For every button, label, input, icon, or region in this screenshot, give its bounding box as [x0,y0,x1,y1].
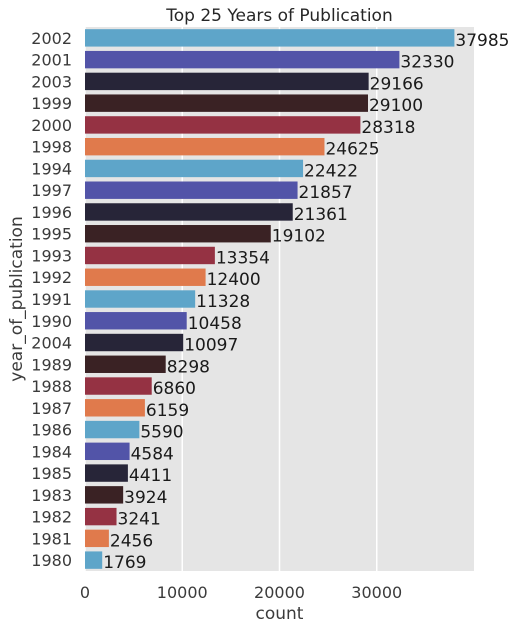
y-tick-label-1999: 1999 [31,94,72,113]
y-tick-label-1996: 1996 [31,203,72,222]
value-label-1994: 22422 [304,161,358,181]
value-label-1990: 10458 [188,314,242,334]
y-tick-label-1992: 1992 [31,268,72,287]
bar-1983 [85,486,124,504]
bar-1986 [85,420,140,439]
bar-1996 [85,203,293,221]
x-axis-label: count [256,604,304,624]
bar-2000 [85,116,361,134]
bar-1982 [85,507,117,526]
y-tick-labels: 2002 2001 2003 1999 2000 1998 1994 1997 1996 1995… [31,29,72,570]
bar-1992 [85,268,206,286]
value-label-1983: 3924 [124,488,167,508]
bar-1984 [85,442,130,461]
bar-1995 [85,225,271,243]
y-tick-label-2004: 2004 [31,334,72,353]
value-label-1989: 8298 [167,357,210,377]
value-label-1998: 24625 [325,140,379,160]
value-label-1993: 13354 [216,248,270,268]
value-label-1986: 5590 [140,423,183,443]
value-label-1992: 12400 [207,270,261,290]
bar-1989 [85,355,166,373]
y-tick-label-1998: 1998 [31,138,72,157]
bar-2002 [85,29,455,47]
y-axis-label: year_of_publication [7,216,27,381]
bar-1990 [85,312,187,330]
y-tick-label-1993: 1993 [31,246,72,265]
bar-1991 [85,290,196,308]
x-tick-label: 20000 [254,583,305,602]
bar-1993 [85,246,215,265]
value-label-2004: 10097 [184,336,238,356]
x-tick-label: 30000 [351,583,402,602]
value-label-1987: 6159 [146,401,189,421]
bar-1980 [85,551,103,569]
bar-1987 [85,399,145,417]
bar-1998 [85,137,325,156]
x-tick-labels: 0 10000 20000 30000 [80,583,402,602]
bar-2003 [85,72,369,91]
value-label-2002: 37985 [455,31,509,51]
y-tick-label-1980: 1980 [31,551,72,570]
value-label-2003: 29166 [370,74,424,94]
value-label-1980: 1769 [103,553,146,573]
y-tick-label-1981: 1981 [31,529,72,548]
y-tick-label-1994: 1994 [31,159,72,178]
y-tick-label-1995: 1995 [31,225,72,244]
bar-2001 [85,50,400,69]
y-tick-label-2003: 2003 [31,72,72,91]
value-label-1999: 29100 [369,96,423,116]
y-tick-label-1991: 1991 [31,290,72,309]
bar-1981 [85,529,109,548]
y-tick-label-1997: 1997 [31,181,72,200]
bar-1988 [85,377,152,395]
y-tick-label-1983: 1983 [31,486,72,505]
y-tick-label-1986: 1986 [31,421,72,440]
bar-2004 [85,333,184,352]
y-tick-label-1982: 1982 [31,508,72,527]
value-labels: 3798532330291662910028318246252242221857… [103,31,509,573]
bar-1997 [85,181,298,199]
y-tick-label-1984: 1984 [31,442,72,461]
y-tick-label-1987: 1987 [31,399,72,418]
value-label-1982: 3241 [118,510,161,530]
y-tick-label-1985: 1985 [31,464,72,483]
bars [85,29,455,569]
bar-1994 [85,159,304,178]
value-label-2001: 32330 [400,53,454,73]
y-tick-label-1988: 1988 [31,377,72,396]
bar-1985 [85,464,128,482]
value-label-2000: 28318 [361,118,415,138]
y-tick-label-2000: 2000 [31,116,72,135]
value-label-1997: 21857 [299,183,353,203]
y-tick-label-1989: 1989 [31,355,72,374]
value-label-1984: 4584 [131,444,174,464]
bar-1999 [85,94,368,112]
y-tick-label-2001: 2001 [31,51,72,70]
y-tick-label-1990: 1990 [31,312,72,331]
value-label-1995: 19102 [272,227,326,247]
x-tick-label: 10000 [157,583,208,602]
y-tick-label-2002: 2002 [31,29,72,48]
value-label-1988: 6860 [153,379,196,399]
value-label-1996: 21361 [294,205,348,225]
value-label-1991: 11328 [196,292,250,312]
chart-title: Top 25 Years of Publication [165,6,392,26]
x-tick-label: 0 [80,583,90,602]
value-label-1981: 2456 [110,531,153,551]
value-label-1985: 4411 [129,466,172,486]
